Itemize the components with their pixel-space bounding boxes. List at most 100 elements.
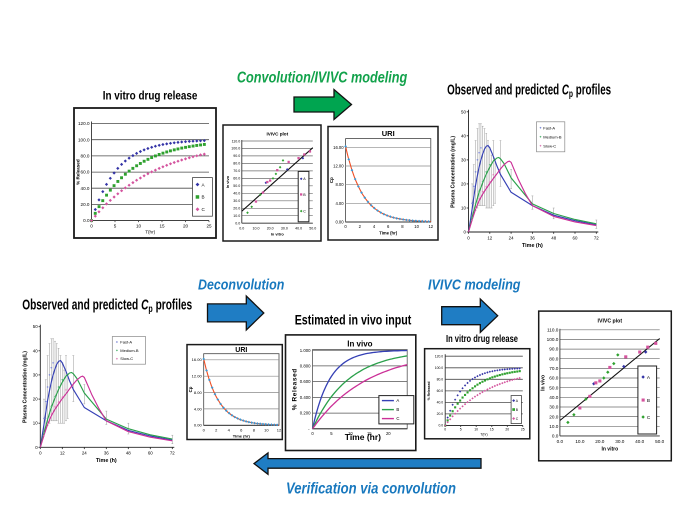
svg-text:20.0: 20.0 [437,412,444,416]
svg-text:30.0: 30.0 [233,199,240,203]
svg-text:0.00: 0.00 [335,220,344,225]
svg-text:5: 5 [114,224,117,229]
svg-text:C: C [303,210,306,214]
svg-text:8: 8 [401,224,404,229]
svg-text:0.0: 0.0 [557,439,564,444]
svg-text:50.0: 50.0 [233,184,240,188]
svg-text:40: 40 [33,348,38,353]
svg-text:120.0: 120.0 [435,354,444,358]
svg-text:Estimated in vivo input: Estimated in vivo input [295,311,412,327]
svg-text:Plasma Concentration (mg/L): Plasma Concentration (mg/L) [22,351,28,423]
svg-text:Fast-A: Fast-A [120,340,132,345]
svg-text:T(hr): T(hr) [480,432,487,436]
svg-text:Verification via convolution: Verification via convolution [286,480,456,497]
svg-text:IVIVC plot: IVIVC plot [598,319,623,325]
svg-text:20: 20 [505,428,509,432]
svg-text:20.0: 20.0 [549,414,559,419]
svg-text:20.0: 20.0 [595,439,605,444]
svg-text:50: 50 [33,324,38,329]
svg-text:Observed and predicted Cp prof: Observed and predicted Cp profiles [22,297,192,316]
svg-text:0.800: 0.800 [300,364,311,369]
svg-text:Plasma Concentration (mg/L): Plasma Concentration (mg/L) [451,136,457,208]
svg-text:80.0: 80.0 [549,356,559,361]
svg-text:100.0: 100.0 [78,137,90,142]
svg-text:10: 10 [461,206,466,211]
svg-text:4.00: 4.00 [335,201,344,206]
svg-text:40: 40 [461,133,466,138]
svg-text:2: 2 [215,427,218,432]
svg-text:80.0: 80.0 [81,154,90,159]
svg-text:70.0: 70.0 [233,169,240,173]
svg-text:T(hr): T(hr) [145,230,155,235]
svg-text:Slow-C: Slow-C [120,356,133,361]
svg-text:4: 4 [228,427,231,432]
svg-text:30: 30 [461,157,466,162]
svg-text:40.0: 40.0 [437,401,444,405]
svg-text:4: 4 [373,224,376,229]
svg-text:In vitro: In vitro [601,446,618,452]
svg-text:C: C [516,417,519,421]
svg-text:5: 5 [460,428,462,432]
svg-text:B: B [516,408,519,412]
svg-text:80.0: 80.0 [233,162,240,166]
svg-text:In vivo: In vivo [347,340,372,349]
svg-text:120.0: 120.0 [78,121,90,126]
svg-text:C: C [202,207,206,212]
svg-text:0.0: 0.0 [438,424,443,428]
svg-text:B: B [647,398,650,403]
svg-text:0: 0 [463,230,466,235]
svg-text:12: 12 [60,451,65,456]
svg-text:60: 60 [148,451,153,456]
svg-text:100.0: 100.0 [435,366,444,370]
svg-text:% Released: % Released [427,381,431,400]
svg-text:A: A [303,177,306,181]
svg-text:1.000: 1.000 [300,348,311,353]
svg-text:0.200: 0.200 [300,411,311,416]
svg-text:Medium-B: Medium-B [543,134,562,139]
svg-text:A: A [202,182,206,187]
svg-text:10: 10 [136,224,142,229]
svg-text:60: 60 [573,235,578,240]
svg-text:50.0: 50.0 [549,385,559,390]
svg-text:8.00: 8.00 [194,390,203,395]
svg-text:12: 12 [277,427,282,432]
svg-text:Convolution/IVIVC modeling: Convolution/IVIVC modeling [237,70,408,87]
svg-text:72: 72 [170,451,175,456]
svg-text:URI: URI [382,129,395,138]
svg-text:10.0: 10.0 [233,214,240,218]
svg-text:16.00: 16.00 [192,357,203,362]
svg-text:In vitro drug release: In vitro drug release [103,88,198,102]
svg-text:40.0: 40.0 [295,226,302,230]
svg-text:0: 0 [90,224,93,229]
svg-text:In vitro drug release: In vitro drug release [446,333,518,345]
svg-text:0.0: 0.0 [552,434,559,439]
svg-text:12.00: 12.00 [333,163,344,168]
svg-text:50.0: 50.0 [309,226,316,230]
svg-text:6: 6 [387,224,390,229]
svg-text:15: 15 [159,224,165,229]
svg-text:20: 20 [33,397,38,402]
svg-text:0: 0 [203,427,206,432]
svg-text:60.0: 60.0 [437,389,444,393]
svg-text:36: 36 [530,235,535,240]
svg-text:24: 24 [82,451,87,456]
svg-text:In vivo: In vivo [541,375,547,391]
svg-text:40.0: 40.0 [635,439,645,444]
svg-text:12: 12 [487,235,492,240]
svg-text:Deconvolution: Deconvolution [198,277,284,294]
svg-text:IVIVC plot: IVIVC plot [266,132,288,137]
svg-text:12.00: 12.00 [192,374,203,379]
svg-text:100.0: 100.0 [547,337,559,342]
svg-text:10.0: 10.0 [575,439,585,444]
svg-text:10.0: 10.0 [253,226,260,230]
svg-text:Time (h): Time (h) [96,458,117,464]
svg-text:0: 0 [39,451,42,456]
svg-text:50.0: 50.0 [655,439,665,444]
svg-text:-: - [308,426,310,431]
svg-text:30: 30 [33,373,38,378]
svg-text:40.0: 40.0 [233,192,240,196]
svg-text:In vivo: In vivo [225,175,230,188]
svg-text:72: 72 [594,235,599,240]
svg-text:Medium-B: Medium-B [120,348,139,353]
svg-text:100.0: 100.0 [231,147,240,151]
